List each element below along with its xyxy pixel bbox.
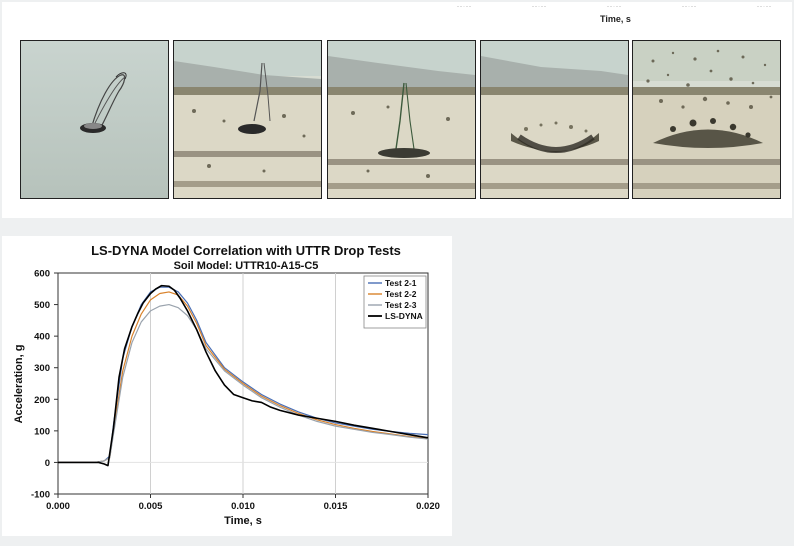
grid-layer: [58, 273, 428, 494]
series-layer: [58, 284, 429, 467]
cropped-tick-stub: --·--: [532, 4, 547, 10]
drop-frame-5: [632, 40, 781, 199]
legend-label: Test 2-2: [385, 289, 417, 299]
drop-frame-4: [480, 40, 629, 199]
drop-frame-3: [327, 40, 476, 199]
impact-sequence-panel: --·-- --·-- --·-- --·-- --·-- Time, s: [2, 2, 792, 218]
legend-label: Test 2-1: [385, 278, 417, 288]
y-tick-label: 0: [45, 458, 50, 469]
chart-title: LS-DYNA Model Correlation with UTTR Drop…: [91, 243, 401, 258]
x-tick-label: 0.015: [324, 501, 348, 512]
y-tick-label: 400: [34, 332, 50, 343]
drop-frame-2: [173, 40, 322, 199]
cropped-tick-stub: --·--: [757, 4, 772, 10]
top-time-axis-label: Time, s: [600, 14, 631, 24]
legend-box: [363, 275, 427, 329]
ticks-layer: 0.000 0.005 0.010 0.015 0.020 -100 0 100 200 300 4…: [31, 269, 440, 513]
series-line-4: [58, 284, 429, 467]
acceleration-chart: LS-DYNA Model Correlation with UTTR Drop…: [13, 243, 440, 527]
x-tick-label: 0.010: [231, 501, 255, 512]
y-tick-label: 600: [34, 269, 50, 280]
y-tick-label: 100: [34, 426, 50, 437]
x-tick-label: 0.005: [139, 501, 163, 512]
legend-label: Test 2-3: [385, 300, 417, 310]
x-tick-label: 0.020: [416, 501, 440, 512]
series-line-2: [58, 291, 429, 464]
acceleration-chart-panel: LS-DYNA Model Correlation with UTTR Drop…: [2, 236, 452, 536]
chart-subtitle: Soil Model: UTTR10-A15-C5: [174, 260, 319, 272]
y-tick-label: 200: [34, 395, 50, 406]
x-tick-label: 0.000: [46, 501, 70, 512]
cropped-tick-stub: --·--: [457, 4, 472, 10]
legend-label: LS-DYNA: [385, 311, 423, 321]
y-axis-label: Acceleration, g: [13, 345, 25, 424]
drop-frame-1: [20, 40, 169, 199]
cropped-tick-stub: --·--: [682, 4, 697, 10]
y-tick-label: -100: [31, 490, 50, 501]
y-tick-label: 500: [34, 300, 50, 311]
y-tick-label: 300: [34, 363, 50, 374]
cropped-tick-stub: --·--: [607, 4, 622, 10]
x-axis-label: Time, s: [224, 515, 262, 527]
